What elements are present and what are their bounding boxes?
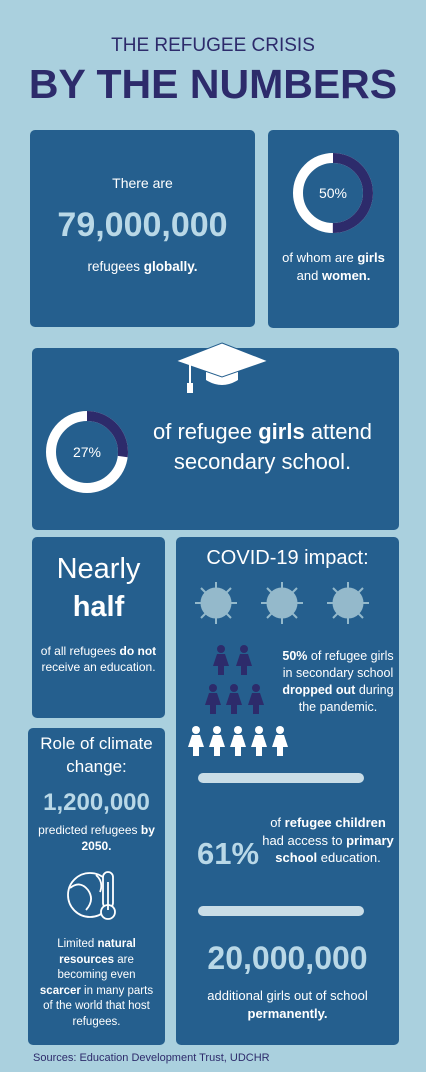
- donut-label: 27%: [73, 444, 101, 460]
- text: Limited natural resources are becoming e…: [36, 937, 157, 1030]
- person-head: [255, 726, 263, 734]
- virus-icons: [195, 582, 369, 624]
- person-body: [226, 693, 242, 714]
- box: [32, 537, 165, 718]
- text: Nearly: [56, 553, 141, 585]
- people-icons: [188, 645, 288, 756]
- intro: There are: [112, 175, 173, 191]
- text: of whom are girls and women.: [276, 249, 391, 284]
- title: BY THE NUMBERS: [28, 61, 398, 107]
- text: 50% of refugee girls in secondary school…: [280, 648, 396, 716]
- climate-icon: [67, 871, 116, 920]
- big-number: 61%: [196, 836, 260, 871]
- text: globally.: [143, 259, 198, 274]
- text: natural resources: [59, 938, 136, 966]
- person-body: [251, 735, 267, 756]
- text: primary school: [275, 832, 394, 866]
- text: permanently.: [247, 1005, 328, 1021]
- person-head: [252, 684, 260, 692]
- text: Limited: [57, 938, 95, 950]
- donut-label: 50%: [319, 185, 347, 201]
- text: do not: [119, 644, 157, 658]
- text: refugees globally.: [30, 258, 255, 276]
- text: refugees: [87, 259, 140, 274]
- person-body: [248, 693, 264, 714]
- big-number: 79,000,000: [57, 206, 228, 244]
- person-head: [213, 726, 221, 734]
- text: refugee children: [284, 815, 386, 830]
- person-head: [209, 684, 217, 692]
- headline: Nearly half: [32, 551, 165, 626]
- text: are becoming even: [57, 953, 136, 982]
- subtitle: THE REFUGEE CRISIS: [111, 35, 315, 56]
- person-head: [217, 645, 225, 653]
- box: [176, 537, 399, 1045]
- person-body: [209, 735, 225, 756]
- text: girls: [357, 250, 385, 265]
- person-head: [276, 726, 284, 734]
- divider: [198, 773, 364, 783]
- text: scarcer: [39, 984, 81, 997]
- person-body: [188, 735, 204, 756]
- text: of refugee girls attend secondary school…: [130, 417, 395, 476]
- text: of refugee: [153, 419, 253, 444]
- text: of refugee children had access to primar…: [260, 814, 396, 867]
- donut-arc: [293, 153, 373, 233]
- person-head: [234, 726, 242, 734]
- text: in many parts of the world that host ref…: [43, 984, 154, 1028]
- text: and: [296, 267, 319, 283]
- box: [28, 728, 165, 1045]
- person-head: [240, 645, 248, 653]
- text: predicted refugees by 2050.: [36, 822, 157, 854]
- text: attend secondary school.: [173, 419, 372, 474]
- person-head: [230, 684, 238, 692]
- text: half: [72, 590, 125, 623]
- text: by 2050.: [81, 823, 155, 854]
- text: dropped out: [282, 682, 356, 697]
- text: women.: [321, 267, 371, 283]
- person-body: [205, 693, 221, 714]
- heading: COVID-19 impact:: [206, 547, 369, 569]
- text: receive an education.: [41, 660, 156, 675]
- donut-arc: [46, 411, 128, 493]
- big-number: 20,000,000: [207, 940, 368, 976]
- graduation-cap: [174, 342, 270, 393]
- text: additional girls out of school: [207, 988, 368, 1003]
- text: of: [270, 815, 282, 830]
- box: [30, 130, 255, 327]
- person-body: [213, 654, 229, 675]
- big-number: 1,200,000: [43, 789, 150, 816]
- box: [32, 348, 399, 530]
- text: 50%: [282, 649, 308, 663]
- person-body: [230, 735, 246, 756]
- text: of all refugees: [40, 644, 117, 658]
- text: additional girls out of school permanent…: [200, 987, 375, 1022]
- person-body: [272, 735, 288, 756]
- divider: [198, 906, 364, 916]
- text: of refugee girls in secondary school: [282, 649, 394, 680]
- text: of whom are: [282, 250, 354, 265]
- person-body: [236, 654, 252, 675]
- text: during the pandemic.: [298, 682, 394, 714]
- text: girls: [258, 419, 305, 444]
- text: predicted refugees: [38, 823, 138, 837]
- heading: Role of climate change:: [40, 734, 153, 776]
- person-head: [192, 726, 200, 734]
- text: of all refugees do not receive an educat…: [40, 643, 157, 675]
- sources: Sources: Education Development Trust, UD…: [33, 1052, 270, 1064]
- text: education.: [320, 850, 381, 866]
- text: had access to: [262, 832, 343, 848]
